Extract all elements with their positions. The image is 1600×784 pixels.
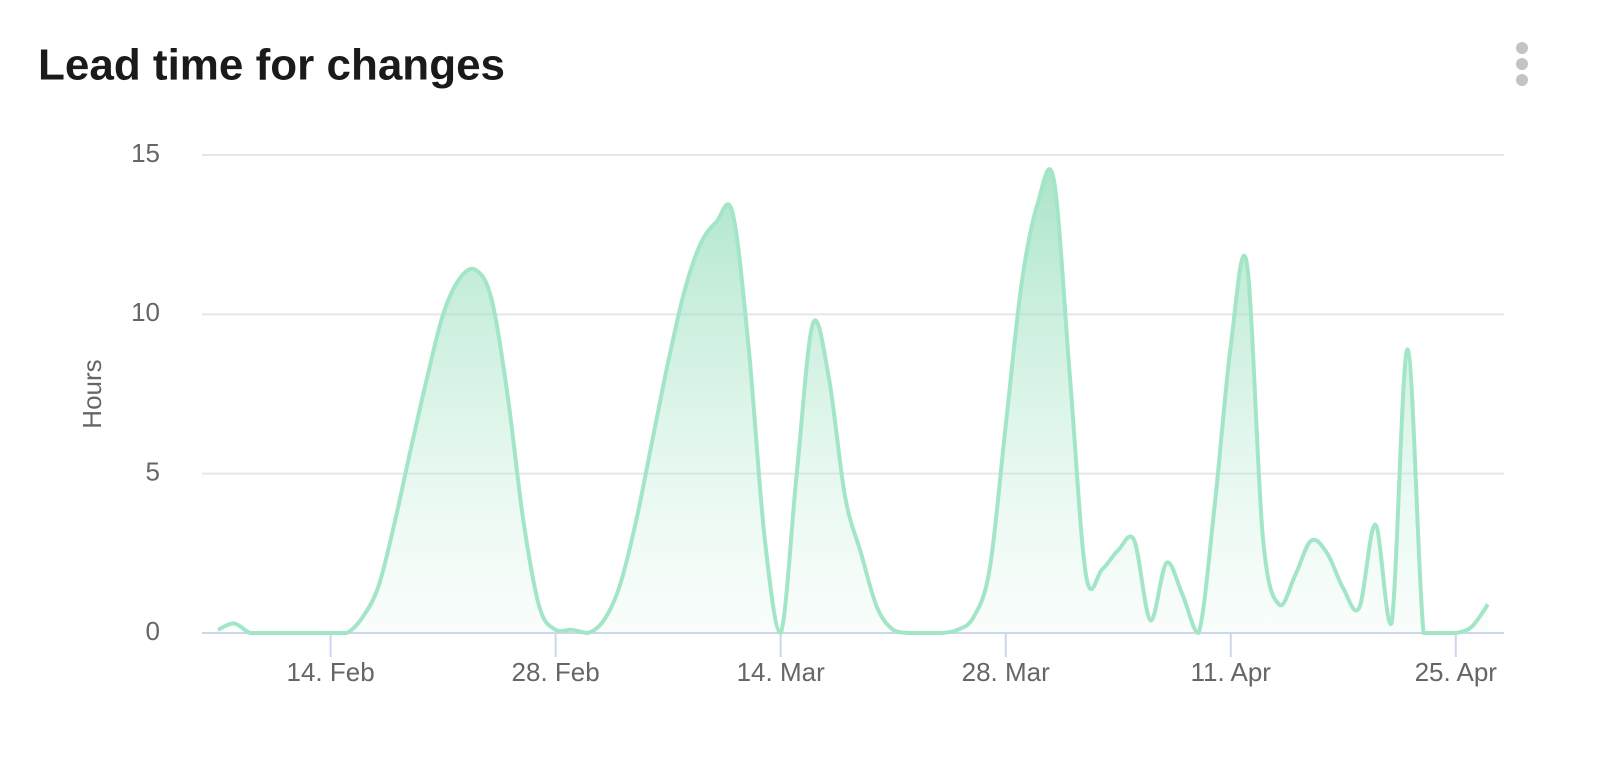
y-tick-label: 10	[131, 297, 160, 327]
x-tick-label: 28. Feb	[512, 657, 600, 687]
y-tick-label: 5	[146, 457, 160, 487]
y-axis-label: Hours	[77, 359, 107, 428]
y-tick-label: 15	[131, 138, 160, 168]
y-tick-label: 0	[146, 616, 160, 646]
area-fill	[218, 169, 1488, 633]
chart-title: Lead time for changes	[38, 41, 505, 90]
x-tick-label: 28. Mar	[962, 657, 1050, 687]
x-tick-label: 14. Feb	[287, 657, 375, 687]
x-tick-label: 25. Apr	[1415, 657, 1498, 687]
x-tick-label: 11. Apr	[1191, 657, 1272, 687]
line	[217, 167, 1490, 635]
menu-button[interactable]	[1516, 42, 1528, 86]
x-tick-label: 14. Mar	[737, 657, 825, 687]
